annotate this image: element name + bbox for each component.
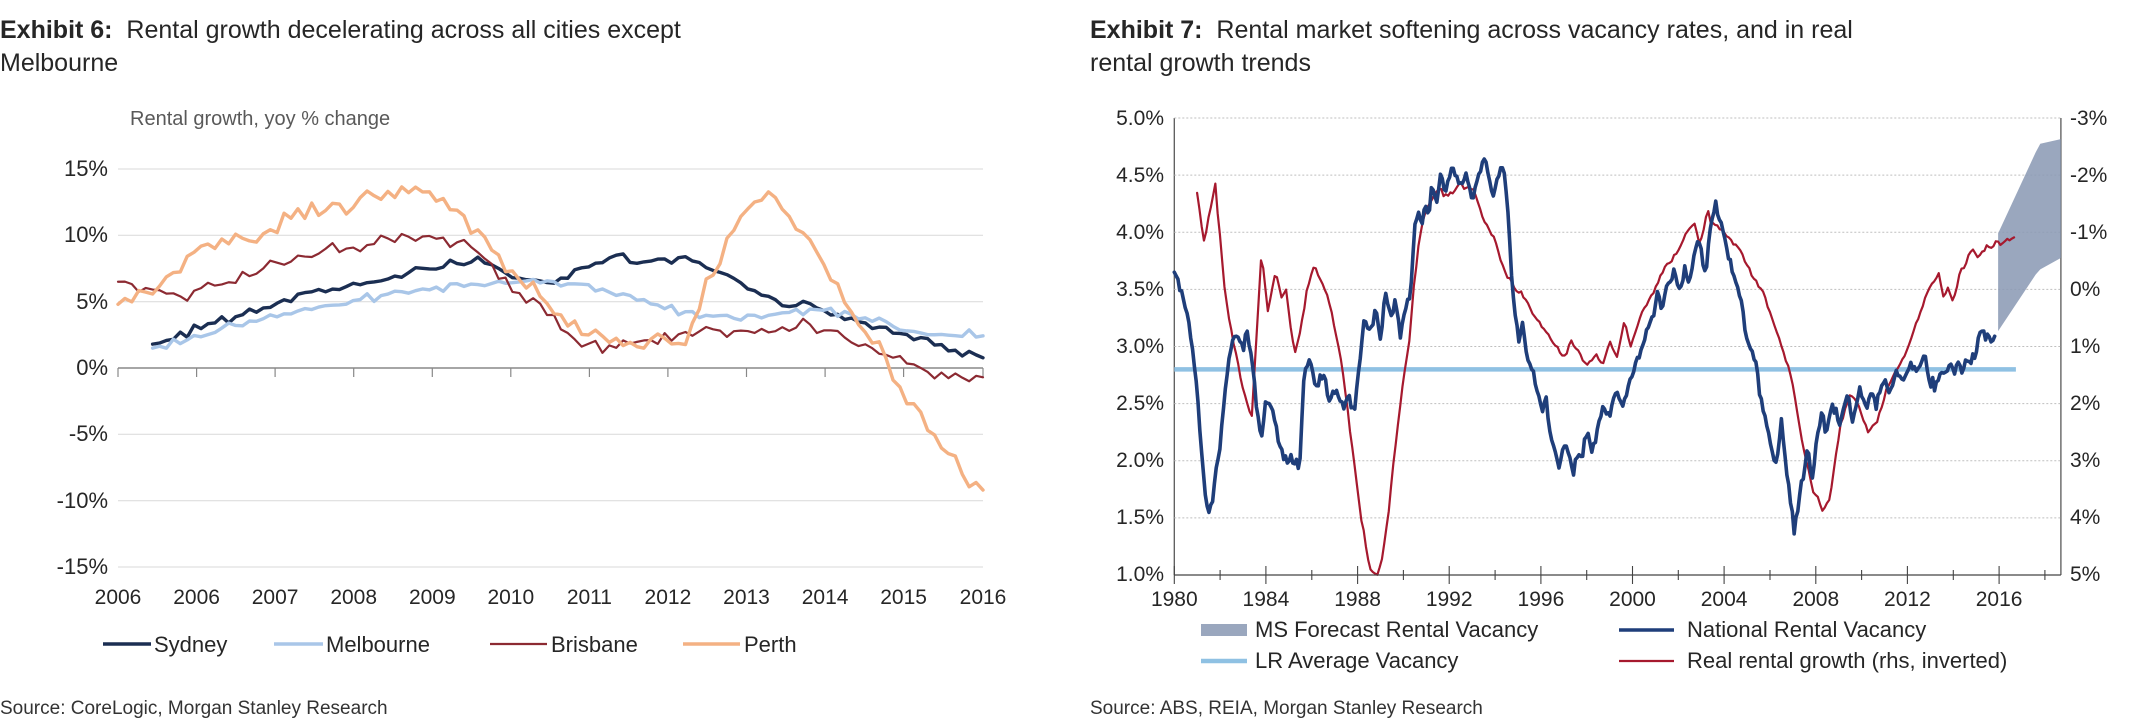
svg-text:-15%: -15% (57, 554, 108, 579)
svg-text:-3%: -3% (2070, 107, 2107, 130)
svg-text:10%: 10% (64, 222, 108, 247)
svg-text:0%: 0% (2070, 278, 2100, 301)
svg-text:5.0%: 5.0% (1116, 107, 1164, 130)
svg-text:3%: 3% (2070, 449, 2100, 472)
svg-text:4%: 4% (2070, 506, 2100, 529)
svg-text:1996: 1996 (1518, 588, 1565, 611)
svg-text:2014: 2014 (802, 586, 849, 609)
svg-text:2.0%: 2.0% (1116, 449, 1164, 472)
svg-text:3.5%: 3.5% (1116, 278, 1164, 301)
svg-text:LR Average Vacancy: LR Average Vacancy (1255, 648, 1458, 673)
svg-text:-5%: -5% (69, 421, 108, 446)
svg-text:-10%: -10% (57, 488, 108, 513)
svg-text:2000: 2000 (1609, 588, 1656, 611)
svg-text:National Rental Vacancy: National Rental Vacancy (1687, 617, 1926, 642)
svg-text:2015: 2015 (880, 586, 927, 609)
svg-text:Sydney: Sydney (154, 632, 227, 657)
svg-text:2010: 2010 (487, 586, 534, 609)
svg-text:2008: 2008 (1792, 588, 1839, 611)
svg-text:2007: 2007 (252, 586, 299, 609)
svg-text:MS Forecast Rental Vacancy: MS Forecast Rental Vacancy (1255, 617, 1538, 642)
svg-text:4.0%: 4.0% (1116, 221, 1164, 244)
svg-text:2009: 2009 (409, 586, 456, 609)
svg-text:15%: 15% (64, 156, 108, 181)
svg-text:0%: 0% (76, 355, 108, 380)
svg-text:5%: 5% (76, 289, 108, 314)
svg-text:2016: 2016 (1976, 588, 2023, 611)
svg-text:2012: 2012 (645, 586, 692, 609)
svg-text:2016: 2016 (960, 586, 1007, 609)
svg-text:1992: 1992 (1426, 588, 1473, 611)
svg-text:3.0%: 3.0% (1116, 335, 1164, 358)
svg-text:4.5%: 4.5% (1116, 164, 1164, 187)
svg-text:Perth: Perth (744, 632, 797, 657)
svg-text:2012: 2012 (1884, 588, 1931, 611)
svg-text:2013: 2013 (723, 586, 770, 609)
svg-text:2004: 2004 (1701, 588, 1748, 611)
svg-text:Real rental growth (rhs, inver: Real rental growth (rhs, inverted) (1687, 648, 2007, 673)
svg-text:2006: 2006 (95, 586, 142, 609)
svg-text:5%: 5% (2070, 563, 2100, 586)
svg-text:Melbourne: Melbourne (326, 632, 430, 657)
svg-text:1980: 1980 (1151, 588, 1198, 611)
svg-text:2008: 2008 (330, 586, 377, 609)
svg-text:-2%: -2% (2070, 164, 2107, 187)
svg-text:1984: 1984 (1243, 588, 1290, 611)
svg-text:1.0%: 1.0% (1116, 563, 1164, 586)
svg-text:1.5%: 1.5% (1116, 506, 1164, 529)
svg-text:1988: 1988 (1334, 588, 1381, 611)
svg-text:-1%: -1% (2070, 221, 2107, 244)
svg-text:Brisbane: Brisbane (551, 632, 638, 657)
svg-text:1%: 1% (2070, 335, 2100, 358)
svg-text:2.5%: 2.5% (1116, 392, 1164, 415)
svg-text:2011: 2011 (567, 586, 612, 609)
svg-text:2006: 2006 (173, 586, 220, 609)
svg-text:2%: 2% (2070, 392, 2100, 415)
